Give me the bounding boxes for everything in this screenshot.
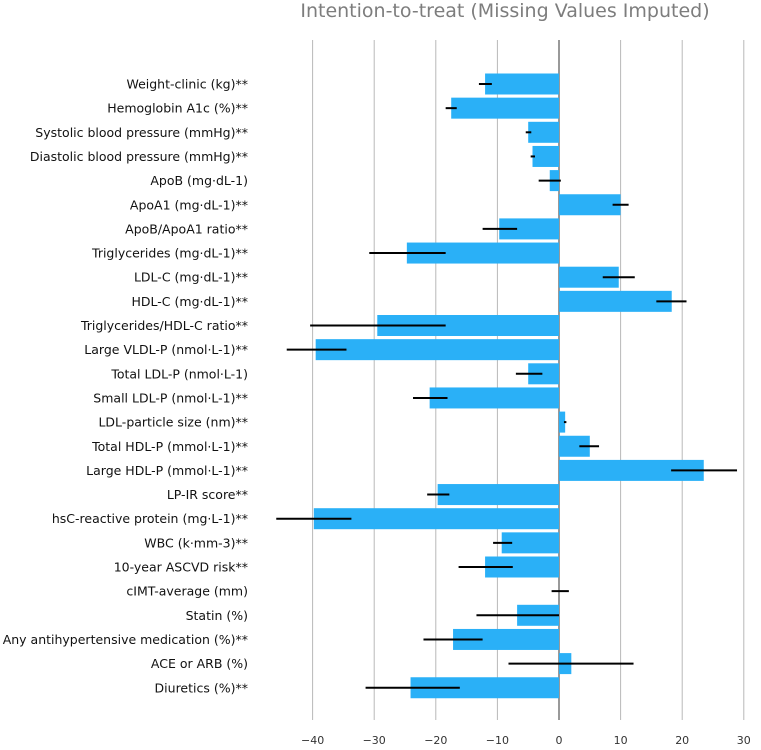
bar xyxy=(501,532,559,554)
bar xyxy=(485,556,559,578)
category-label: Diuretics (%)** xyxy=(155,680,248,695)
bar xyxy=(485,73,559,95)
bar xyxy=(451,97,559,119)
bar xyxy=(499,218,559,240)
category-label: Small LDL-P (nmol·L-1)** xyxy=(93,390,248,405)
x-tick-label: −30 xyxy=(363,734,386,747)
bar xyxy=(315,339,559,361)
chart-title: Intention-to-treat (Missing Values Imput… xyxy=(300,0,710,22)
error-bars xyxy=(276,83,738,689)
category-label: ACE or ARB (%) xyxy=(151,656,248,671)
bar xyxy=(528,363,559,385)
bar xyxy=(528,121,559,143)
category-label: Statin (%) xyxy=(186,608,248,623)
x-tick-label: 30 xyxy=(737,734,751,747)
category-label: ApoA1 (mg·dL-1)** xyxy=(130,197,248,212)
category-label: Large HDL-P (mmol·L-1)** xyxy=(86,463,248,478)
category-label: Hemoglobin A1c (%)** xyxy=(107,101,248,116)
bar xyxy=(313,508,559,530)
bar xyxy=(532,145,559,167)
bar xyxy=(559,290,672,312)
bars xyxy=(313,73,704,699)
category-label: cIMT-average (mm) xyxy=(126,584,248,599)
category-label: ApoB/ApoA1 ratio** xyxy=(125,221,248,236)
category-label: 10-year ASCVD risk** xyxy=(114,560,248,575)
bar xyxy=(377,315,559,336)
category-label: Weight-clinic (kg)** xyxy=(126,77,248,92)
bar xyxy=(559,411,566,433)
category-label: Diastolic blood pressure (mmHg)** xyxy=(30,149,248,164)
bar xyxy=(559,194,621,216)
category-label: WBC (k·mm-3)** xyxy=(144,535,248,550)
x-tick-label: −20 xyxy=(424,734,447,747)
category-label: ApoB (mg·dL-1) xyxy=(150,173,248,188)
category-label: Triglycerides (mg·dL-1)** xyxy=(91,246,248,261)
bar xyxy=(437,484,559,506)
category-label: Total LDL-P (nmol·L-1) xyxy=(110,366,248,381)
category-label: Any antihypertensive medication (%)** xyxy=(3,632,248,647)
bar xyxy=(559,266,619,288)
bar xyxy=(559,435,590,457)
category-label: HDL-C (mg·dL-1)** xyxy=(132,294,248,309)
bar xyxy=(559,459,704,481)
x-tick-labels: −40 −30 −20 −10 0 10 20 30 xyxy=(301,734,751,747)
category-label: Total HDL-P (mmol·L-1)** xyxy=(91,439,248,454)
bar xyxy=(406,242,559,264)
category-label: LP-IR score** xyxy=(167,487,248,502)
category-label: LDL-C (mg·dL-1)** xyxy=(134,270,248,285)
x-tick-label: −40 xyxy=(301,734,324,747)
bar xyxy=(410,677,559,699)
x-tick-label: 20 xyxy=(675,734,689,747)
x-tick-label: −10 xyxy=(486,734,509,747)
category-label: Large VLDL-P (nmol·L-1)** xyxy=(84,342,248,357)
category-labels: Weight-clinic (kg)** Hemoglobin A1c (%)**… xyxy=(3,77,248,696)
x-tick-label: 10 xyxy=(614,734,628,747)
x-tick-label: 0 xyxy=(556,734,563,747)
category-label: Triglycerides/HDL-C ratio** xyxy=(80,318,248,333)
category-label: LDL-particle size (nm)** xyxy=(98,415,248,430)
bar xyxy=(429,387,559,409)
category-label: hsC-reactive protein (mg·L-1)** xyxy=(52,511,248,526)
bar xyxy=(453,628,559,650)
category-label: Systolic blood pressure (mmHg)** xyxy=(35,125,248,140)
